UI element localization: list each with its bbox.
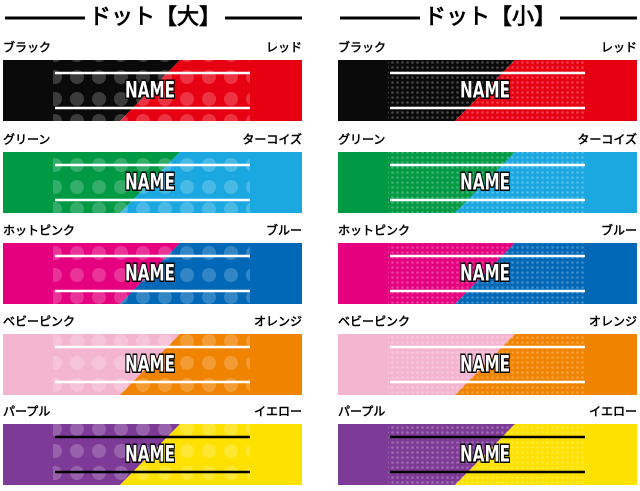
dot-pattern: [388, 152, 585, 213]
dot-pattern: [388, 60, 585, 121]
name-text: NAME: [460, 79, 510, 104]
left-color-label: ホットピンク: [3, 224, 75, 238]
left-color-label: ブラック: [3, 40, 51, 55]
right-color-label: ターコイズ: [577, 132, 637, 147]
column-title: ドット【大】: [89, 5, 221, 30]
left-color-label: ベビーピンク: [3, 314, 75, 329]
column-title: ドット【小】: [424, 5, 556, 30]
right-color-label: ブルー: [601, 223, 637, 238]
dot-pattern: [388, 424, 585, 485]
right-color-label: レッド: [601, 41, 637, 55]
right-color-label: オレンジ: [254, 315, 302, 329]
dot-pattern: [53, 152, 250, 213]
left-color-label: グリーン: [338, 132, 385, 147]
dot-pattern: [388, 243, 585, 304]
dot-pattern: [53, 243, 250, 304]
left-color-label: ブラック: [338, 40, 386, 55]
left-color-label: ベビーピンク: [338, 314, 410, 329]
name-text: NAME: [125, 79, 175, 104]
dot-pattern: [53, 60, 250, 121]
right-color-label: ターコイズ: [242, 132, 302, 147]
dot-pattern: [53, 424, 250, 485]
name-text: NAME: [460, 443, 510, 468]
name-text: NAME: [125, 171, 175, 196]
left-color-label: グリーン: [3, 132, 50, 147]
left-color-label: パープル: [338, 404, 385, 419]
dot-pattern: [388, 334, 585, 395]
dot-pattern: [53, 334, 250, 395]
right-color-label: オレンジ: [589, 315, 637, 329]
name-text: NAME: [460, 353, 510, 378]
name-text: NAME: [125, 443, 175, 468]
name-text: NAME: [125, 353, 175, 378]
right-color-label: レッド: [266, 41, 302, 55]
name-text: NAME: [460, 171, 510, 196]
right-color-label: イエロー: [589, 405, 637, 419]
name-text: NAME: [460, 262, 510, 287]
right-color-label: ブルー: [266, 223, 302, 238]
name-text: NAME: [125, 262, 175, 287]
left-color-label: パープル: [3, 404, 50, 419]
left-color-label: ホットピンク: [338, 224, 410, 238]
right-color-label: イエロー: [254, 405, 302, 419]
